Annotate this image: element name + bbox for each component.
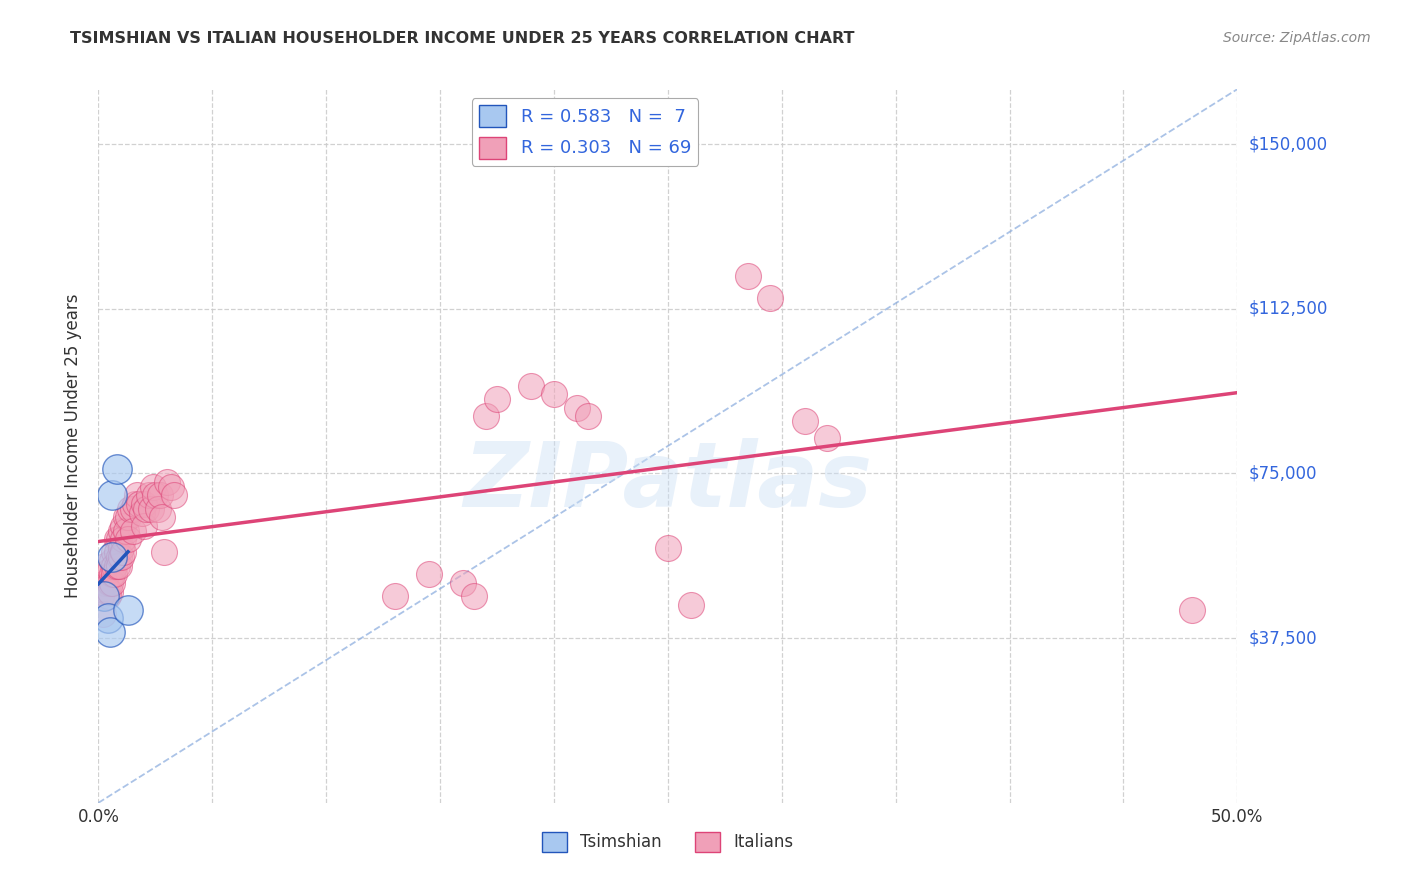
Point (149, 488, 172, 502)
Point (565, 401, 588, 415)
Point (94, 558, 117, 573)
Point (108, 533, 131, 547)
Point (110, 549, 132, 564)
Point (103, 558, 125, 573)
Point (121, 501, 143, 516)
Point (135, 501, 157, 516)
Point (543, 387, 565, 401)
Point (145, 488, 167, 502)
Point (1181, 602, 1204, 616)
Point (146, 501, 169, 516)
Point (103, 545, 125, 559)
Point (139, 501, 162, 516)
Point (520, 378, 543, 392)
Text: TSIMSHIAN VS ITALIAN HOUSEHOLDER INCOME UNDER 25 YEARS CORRELATION CHART: TSIMSHIAN VS ITALIAN HOUSEHOLDER INCOME … (70, 31, 855, 46)
Point (793, 414, 815, 428)
Point (114, 510, 136, 524)
Point (120, 501, 142, 516)
Point (451, 576, 474, 591)
Point (98, 624, 121, 639)
Point (815, 431, 838, 445)
Legend: Tsimshian, Italians: Tsimshian, Italians (536, 825, 800, 859)
Point (153, 545, 176, 559)
Point (112, 545, 135, 559)
Point (112, 519, 135, 533)
Point (142, 480, 165, 494)
Point (101, 488, 124, 502)
Point (105, 462, 128, 476)
Point (657, 541, 679, 555)
Point (679, 598, 702, 612)
Point (160, 480, 183, 494)
Point (127, 488, 149, 502)
Point (90, 590, 112, 604)
Point (110, 541, 132, 555)
Text: Source: ZipAtlas.com: Source: ZipAtlas.com (1223, 31, 1371, 45)
Point (108, 549, 131, 564)
Point (124, 497, 146, 511)
Point (128, 497, 150, 511)
Y-axis label: Householder Income Under 25 years: Householder Income Under 25 years (65, 293, 83, 599)
Point (131, 506, 153, 520)
Point (132, 497, 155, 511)
Point (576, 409, 599, 424)
Point (138, 488, 160, 502)
Point (91, 607, 114, 621)
Point (101, 549, 124, 564)
Point (96, 585, 118, 599)
Point (93, 590, 115, 604)
Point (150, 510, 173, 524)
Point (98, 563, 121, 577)
Point (384, 590, 406, 604)
Text: $37,500: $37,500 (1249, 629, 1317, 647)
Point (114, 524, 136, 538)
Point (112, 533, 135, 547)
Point (117, 602, 139, 616)
Point (101, 576, 124, 591)
Point (94, 576, 117, 591)
Point (105, 558, 128, 573)
Point (98, 585, 121, 599)
Point (418, 567, 440, 582)
Point (121, 524, 143, 538)
Point (101, 554, 124, 568)
Point (110, 524, 132, 538)
Point (117, 533, 139, 547)
Point (105, 533, 128, 547)
Text: $75,000: $75,000 (1249, 465, 1317, 483)
Point (101, 567, 124, 582)
Point (737, 268, 759, 283)
Point (486, 392, 509, 406)
Point (98, 576, 121, 591)
Point (156, 475, 179, 490)
Text: ZIPatlas: ZIPatlas (464, 438, 872, 525)
Point (117, 510, 139, 524)
Point (108, 558, 131, 573)
Point (105, 545, 128, 559)
Point (103, 567, 125, 582)
Text: $112,500: $112,500 (1249, 300, 1327, 318)
Point (96, 590, 118, 604)
Point (474, 409, 496, 424)
Point (132, 519, 155, 533)
Point (96, 611, 118, 625)
Point (463, 590, 485, 604)
Text: $150,000: $150,000 (1249, 135, 1327, 153)
Point (162, 488, 184, 502)
Point (759, 291, 782, 305)
